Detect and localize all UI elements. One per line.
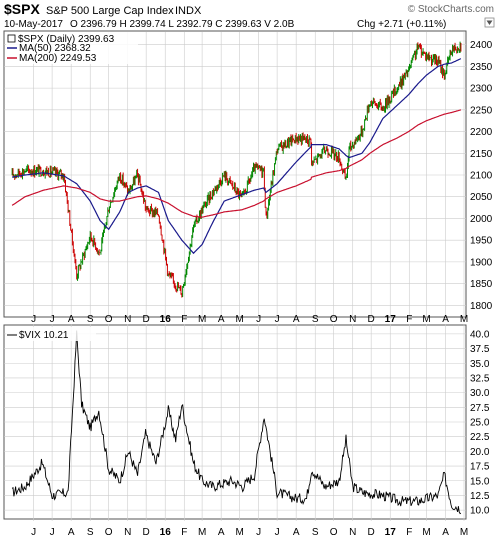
ma50-line (11, 58, 462, 255)
price-ytick-label: 2350 (470, 62, 493, 73)
price-ytick-label: 2050 (470, 192, 493, 203)
price-xtick-label: A (68, 314, 75, 325)
price-legend-box (6, 32, 138, 64)
date-label: 10-May-2017 (4, 19, 63, 30)
vix-ytick-label: 32.5 (470, 373, 490, 384)
vix-ytick-label: 27.5 (470, 403, 490, 414)
vix-xtick-label: M (198, 527, 206, 538)
price-ytick-label: 2000 (470, 214, 493, 225)
vix-xtick-label: S (312, 527, 319, 538)
change-readout: Chg +2.71 (+0.11%) (357, 19, 446, 30)
vix-ytick-label: 40.0 (470, 329, 490, 340)
vix-ytick-label: 22.5 (470, 432, 490, 443)
price-xtick-label: S (87, 314, 94, 325)
price-xtick-label: M (422, 314, 430, 325)
vix-xtick-label: M (460, 527, 468, 538)
vix-xtick-label: A (218, 527, 225, 538)
price-panel: 1800 1850 1900 1950 2000 2050 2100 2150 2200 2250… (3, 30, 493, 319)
vix-xtick-label: J (50, 527, 55, 538)
price-xtick-label: N (349, 314, 356, 325)
price-xtick-label: M (460, 314, 468, 325)
index-name: S&P 500 Large Cap Index (46, 5, 174, 17)
vix-xtick-label: N (124, 527, 131, 538)
price-panel-frame (3, 30, 467, 318)
price-xtick-label: S (312, 314, 319, 325)
vix-xtick-label: 16 (160, 527, 172, 538)
ohlc-readout: O 2396.79 H 2399.74 L 2392.79 C 2399.63 … (70, 19, 295, 30)
legend-price-swatch (7, 34, 16, 43)
price-ytick-label: 2400 (470, 40, 493, 51)
vix-xtick-label: D (368, 527, 375, 538)
price-xtick-label: A (218, 314, 225, 325)
price-ytick-label: 1950 (470, 236, 493, 247)
vix-xtick-label: J (275, 527, 280, 538)
price-xtick-label: F (181, 314, 187, 325)
symbol: $SPX (4, 1, 40, 17)
ma200-line (11, 109, 462, 218)
vix-ytick-label: 25.0 (470, 418, 490, 429)
vix-xtick-label: D (143, 527, 150, 538)
vix-xtick-label: A (442, 527, 449, 538)
price-ytick-label: 1900 (470, 257, 493, 268)
vix-xtick-label: O (330, 527, 338, 538)
price-ytick-label: 2300 (470, 84, 493, 95)
price-xtick-label: O (330, 314, 338, 325)
price-ytick-label: 1800 (470, 301, 493, 312)
vix-ytick-label: 12.5 (470, 491, 490, 502)
price-xtick-label: D (368, 314, 375, 325)
vix-xtick-label: A (68, 527, 75, 538)
vix-ytick-label: 10.0 (470, 506, 490, 517)
price-xtick-label: A (442, 314, 449, 325)
legend-ma50: MA(50) 2368.32 (19, 43, 91, 54)
collapse-icon-arrow (486, 20, 493, 25)
price-xtick-label: M (235, 314, 243, 325)
price-xtick-label: F (406, 314, 412, 325)
vix-xtick-label: M (235, 527, 243, 538)
legend-vix: $VIX 10.21 (19, 330, 69, 341)
price-ytick-label: 2100 (470, 171, 493, 182)
price-xtick-label: J (256, 314, 261, 325)
price-ytick-label: 2250 (470, 105, 493, 116)
vix-ytick-label: 17.5 (470, 462, 490, 473)
vix-xtick-label: F (181, 527, 187, 538)
vix-xtick-label: J (256, 527, 261, 538)
vix-xtick-label: 17 (385, 527, 397, 538)
legend-ma200: MA(200) 2249.53 (19, 53, 97, 64)
price-ytick-label: 2200 (470, 127, 493, 138)
price-xtick-label: M (198, 314, 206, 325)
price-xtick-label: N (124, 314, 131, 325)
price-xtick-label: 16 (160, 314, 172, 325)
price-x-axis: J J A S O N D 16 F M A M J J A S O N D 17 F M A M (31, 314, 468, 325)
vix-x-axis: J J A S O N D 16 F M A M J J A S O N D 17 F M A M (31, 527, 468, 538)
price-xtick-label: O (105, 314, 113, 325)
vix-ytick-label: 20.0 (470, 447, 490, 458)
vix-legend-box (6, 327, 96, 341)
price-ytick-label: 1850 (470, 279, 493, 290)
vix-xtick-label: O (105, 527, 113, 538)
vix-ytick-label: 37.5 (470, 344, 490, 355)
legend-price: $SPX (Daily) 2399.63 (18, 34, 115, 45)
price-xtick-label: 17 (385, 314, 397, 325)
vix-ytick-label: 15.0 (470, 476, 490, 487)
price-xtick-label: J (275, 314, 280, 325)
vix-panel: 10.0 12.5 15.0 17.5 20.0 22.5 25.0 27.5 30.0 32.5… (3, 324, 490, 521)
price-ytick-label: 2150 (470, 149, 493, 160)
vix-xtick-label: A (293, 527, 300, 538)
exchange: INDX (175, 5, 202, 17)
price-xtick-label: J (50, 314, 55, 325)
vix-ytick-label: 30.0 (470, 388, 490, 399)
price-xtick-label: J (31, 314, 36, 325)
vix-xtick-label: M (422, 527, 430, 538)
vix-xtick-label: J (31, 527, 36, 538)
vix-xtick-label: F (406, 527, 412, 538)
watermark: © StockCharts.com (408, 4, 494, 15)
price-xtick-label: A (293, 314, 300, 325)
vix-line (11, 330, 462, 515)
price-xtick-label: D (143, 314, 150, 325)
vix-xtick-label: N (349, 527, 356, 538)
vix-ytick-label: 35.0 (470, 359, 490, 370)
vix-xtick-label: S (87, 527, 94, 538)
